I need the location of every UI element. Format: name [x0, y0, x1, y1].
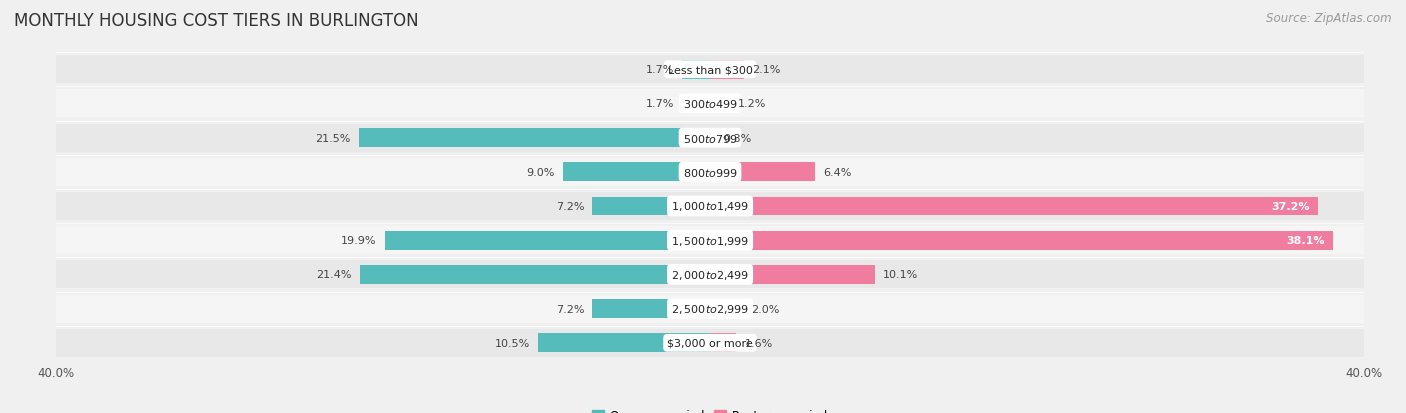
Bar [710, 95, 730, 114]
Text: $800 to $999: $800 to $999 [682, 166, 738, 178]
Bar [56, 192, 1364, 221]
Bar [56, 261, 1364, 289]
Text: 21.5%: 21.5% [315, 133, 350, 143]
Text: 9.0%: 9.0% [526, 167, 555, 177]
Text: 10.5%: 10.5% [495, 338, 530, 348]
Text: 1.6%: 1.6% [744, 338, 773, 348]
Legend: Owner-occupied, Renter-occupied: Owner-occupied, Renter-occupied [586, 404, 834, 413]
Text: 37.2%: 37.2% [1271, 202, 1310, 211]
Bar [56, 56, 1364, 84]
Text: 7.2%: 7.2% [555, 304, 583, 314]
Bar [56, 159, 1364, 186]
Text: 21.4%: 21.4% [316, 270, 352, 280]
Text: 1.7%: 1.7% [645, 99, 673, 109]
Text: Less than $300: Less than $300 [668, 65, 752, 75]
Bar [56, 329, 1364, 357]
Text: 6.4%: 6.4% [823, 167, 851, 177]
Bar [56, 90, 1364, 118]
Bar [710, 265, 875, 284]
Text: MONTHLY HOUSING COST TIERS IN BURLINGTON: MONTHLY HOUSING COST TIERS IN BURLINGTON [14, 12, 419, 30]
Bar [592, 197, 710, 216]
Bar [56, 295, 1364, 323]
Text: $1,500 to $1,999: $1,500 to $1,999 [671, 234, 749, 247]
Bar [710, 231, 1333, 250]
Text: 1.7%: 1.7% [645, 65, 673, 75]
Text: 7.2%: 7.2% [555, 202, 583, 211]
Text: 10.1%: 10.1% [883, 270, 918, 280]
Bar [710, 197, 1317, 216]
Bar [56, 124, 1364, 152]
Bar [710, 129, 714, 148]
Text: 38.1%: 38.1% [1286, 236, 1324, 246]
Bar [56, 227, 1364, 254]
Bar [360, 265, 710, 284]
Bar [538, 334, 710, 352]
Text: $1,000 to $1,499: $1,000 to $1,499 [671, 200, 749, 213]
Bar [682, 61, 710, 79]
Bar [682, 95, 710, 114]
Text: $300 to $499: $300 to $499 [682, 98, 738, 110]
Bar [592, 299, 710, 318]
Bar [562, 163, 710, 182]
Text: $2,500 to $2,999: $2,500 to $2,999 [671, 302, 749, 316]
Text: 2.0%: 2.0% [751, 304, 779, 314]
Text: 1.2%: 1.2% [738, 99, 766, 109]
Bar [359, 129, 710, 148]
Text: 0.3%: 0.3% [723, 133, 751, 143]
Bar [710, 163, 814, 182]
Text: 19.9%: 19.9% [342, 236, 377, 246]
Bar [710, 299, 742, 318]
Bar [385, 231, 710, 250]
Text: $3,000 or more: $3,000 or more [668, 338, 752, 348]
Text: Source: ZipAtlas.com: Source: ZipAtlas.com [1267, 12, 1392, 25]
Bar [710, 334, 737, 352]
Text: 2.1%: 2.1% [752, 65, 780, 75]
Text: $500 to $799: $500 to $799 [682, 132, 738, 144]
Bar [710, 61, 744, 79]
Text: $2,000 to $2,499: $2,000 to $2,499 [671, 268, 749, 281]
